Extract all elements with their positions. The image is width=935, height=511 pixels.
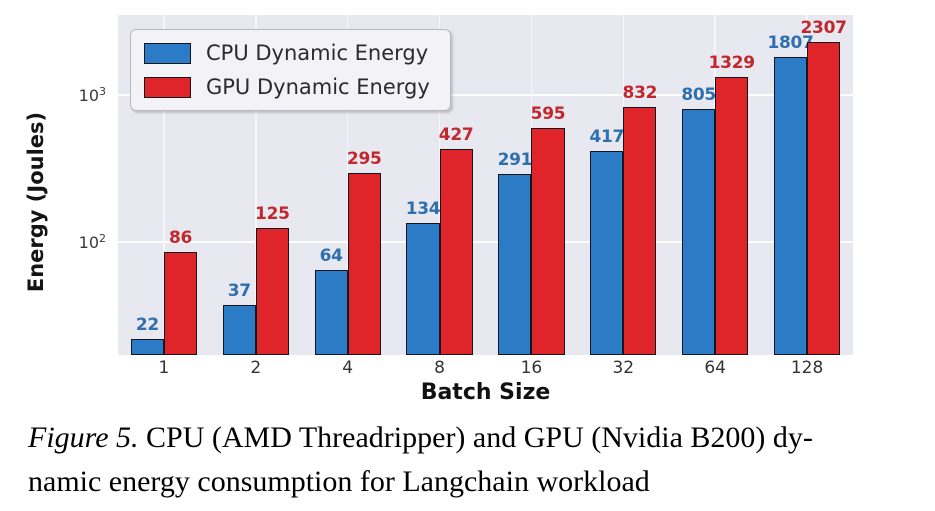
bar-gpu-1 xyxy=(163,251,197,355)
bar-value-gpu-1: 86 xyxy=(168,227,192,248)
caption-line-1-text: CPU (AMD Threadripper) and GPU (Nvidia B… xyxy=(138,421,813,454)
bar-value-gpu-8: 427 xyxy=(438,125,474,146)
x-tick-32: 32 xyxy=(612,358,635,378)
bar-gpu-2 xyxy=(255,227,289,355)
bar-value-cpu-2: 37 xyxy=(227,281,251,302)
x-tick-4: 4 xyxy=(342,358,354,378)
bar-gpu-4 xyxy=(347,172,381,355)
x-axis-ticks: 1 2 4 8 16 32 64 128 xyxy=(118,358,853,380)
x-tick-2: 2 xyxy=(250,358,262,378)
bar-value-gpu-2: 125 xyxy=(255,203,290,224)
bar-gpu-64 xyxy=(715,76,749,355)
bar-value-gpu-32: 832 xyxy=(622,82,658,103)
cpu-legend-swatch xyxy=(144,42,191,64)
bar-value-cpu-1: 22 xyxy=(135,314,159,335)
caption-line-1: Figure 5. CPU (AMD Threadripper) and GPU… xyxy=(28,416,923,460)
figure-caption: Figure 5. CPU (AMD Threadripper) and GPU… xyxy=(28,416,923,504)
bar-value-cpu-16: 291 xyxy=(497,149,533,170)
v-gridline-2 xyxy=(255,15,257,355)
bar-cpu-128 xyxy=(773,57,808,355)
bar-cpu-1 xyxy=(130,338,164,355)
bar-value-cpu-64: 805 xyxy=(681,84,716,105)
cpu-legend-label: CPU Dynamic Energy xyxy=(206,41,429,65)
legend-item-gpu: GPU Dynamic Energy xyxy=(144,75,430,99)
v-gridline-1 xyxy=(163,15,165,355)
caption-figure-label: Figure 5. xyxy=(28,421,139,454)
bar-gpu-8 xyxy=(439,149,473,355)
h-gridline-1000 xyxy=(118,93,853,96)
y-tick-100: 102 xyxy=(78,231,106,253)
bar-value-cpu-8: 134 xyxy=(405,199,441,220)
x-tick-1: 1 xyxy=(158,358,170,378)
gpu-legend-label: GPU Dynamic Energy xyxy=(206,75,430,99)
bar-cpu-8 xyxy=(406,223,440,355)
x-tick-16: 16 xyxy=(520,358,543,378)
bar-value-cpu-4: 64 xyxy=(319,246,343,267)
y-tick-1000: 103 xyxy=(78,84,106,106)
y-axis-ticks: 103 102 xyxy=(0,15,110,355)
x-axis-label: Batch Size xyxy=(420,380,551,405)
plot-area: 22 86 37 125 64 295 134 427 291 595 417 832 805 1329 1… xyxy=(118,15,853,355)
bar-cpu-64 xyxy=(682,108,716,355)
bar-value-cpu-32: 417 xyxy=(589,126,625,147)
bar-gpu-16 xyxy=(531,128,565,355)
legend-item-cpu: CPU Dynamic Energy xyxy=(144,41,430,65)
x-tick-8: 8 xyxy=(434,358,445,378)
bar-value-gpu-64: 1329 xyxy=(708,52,755,73)
bar-cpu-16 xyxy=(498,173,532,355)
bar-cpu-4 xyxy=(314,270,348,355)
bar-gpu-128 xyxy=(807,41,841,355)
bar-cpu-32 xyxy=(590,150,624,355)
bar-cpu-2 xyxy=(222,305,256,355)
bar-value-cpu-128: 1807 xyxy=(767,33,814,54)
legend: CPU Dynamic Energy GPU Dynamic Energy xyxy=(130,29,451,111)
gpu-legend-swatch xyxy=(144,76,191,98)
x-tick-128: 128 xyxy=(790,358,824,378)
bar-value-gpu-128: 2307 xyxy=(800,17,847,38)
bar-value-gpu-16: 595 xyxy=(530,104,566,125)
caption-line-2: namic energy consumption for Langchain w… xyxy=(28,465,650,498)
bar-gpu-32 xyxy=(623,106,657,355)
x-tick-64: 64 xyxy=(704,358,727,378)
bar-value-gpu-4: 295 xyxy=(346,148,382,169)
h-gridline-100 xyxy=(118,240,853,243)
